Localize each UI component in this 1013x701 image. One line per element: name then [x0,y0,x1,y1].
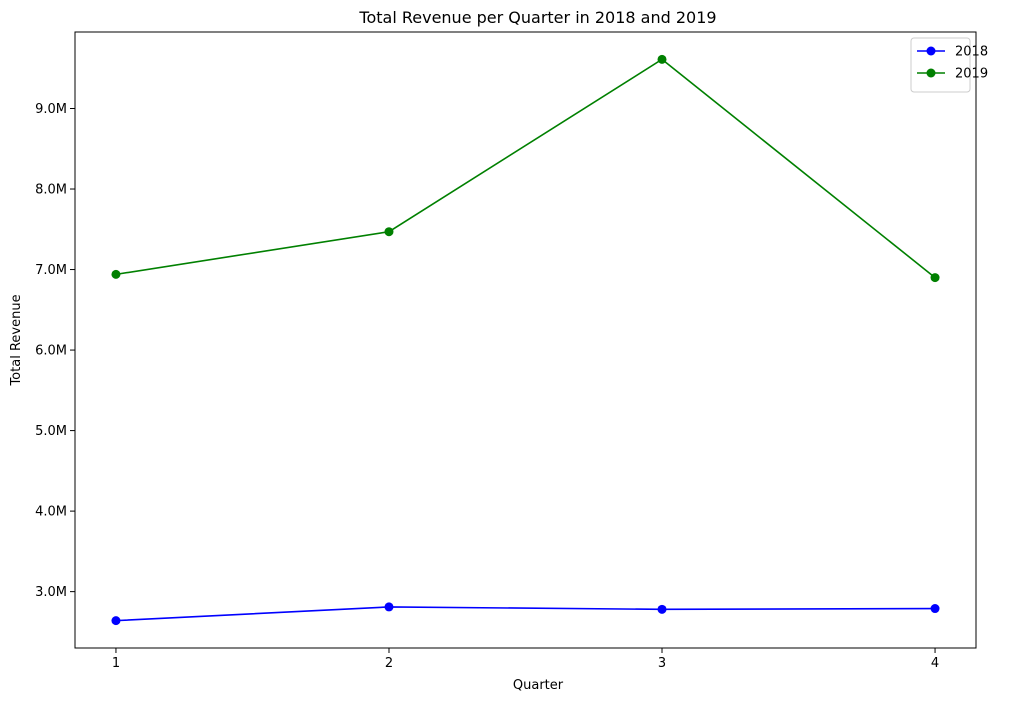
data-point [384,227,394,237]
series-layer [111,54,940,626]
data-point [930,604,940,614]
data-point [111,269,121,279]
x-axis-label: Quarter [513,678,564,693]
x-tick-label: 4 [931,656,939,671]
y-tick-label: 9.0M [35,102,67,117]
x-tick-label: 2 [385,656,393,671]
data-point [657,54,667,64]
data-point [930,273,940,283]
legend-marker [926,46,936,56]
legend-entry-2019: 2019 [917,67,988,82]
series-line [115,606,936,622]
axis-ticks: 1 2 3 4 3.0M 4.0M 5.0M 6.0M 7.0M 8.0M 9.0M [35,102,939,671]
y-tick-label: 3.0M [35,585,67,600]
legend-entry-2018: 2018 [917,45,988,60]
y-tick-label: 4.0M [35,505,67,520]
legend-label: 2019 [955,67,988,82]
y-tick-label: 7.0M [35,263,67,278]
legend-marker [926,68,936,78]
data-point [111,616,121,626]
y-tick-label: 6.0M [35,344,67,359]
plot-area-frame [74,31,977,649]
series-2019 [111,54,940,283]
y-tick-label: 5.0M [35,424,67,439]
y-axis-label: Total Revenue [9,294,24,386]
data-point [384,602,394,612]
series-2018 [111,602,940,626]
data-point [657,604,667,614]
legend: 2018 2019 [910,37,988,93]
y-tick-label: 8.0M [35,183,67,198]
series-line [115,58,936,279]
chart-title: Total Revenue per Quarter in 2018 and 20… [358,8,716,27]
x-tick-label: 1 [112,656,120,671]
legend-label: 2018 [955,45,988,60]
x-tick-label: 3 [658,656,666,671]
